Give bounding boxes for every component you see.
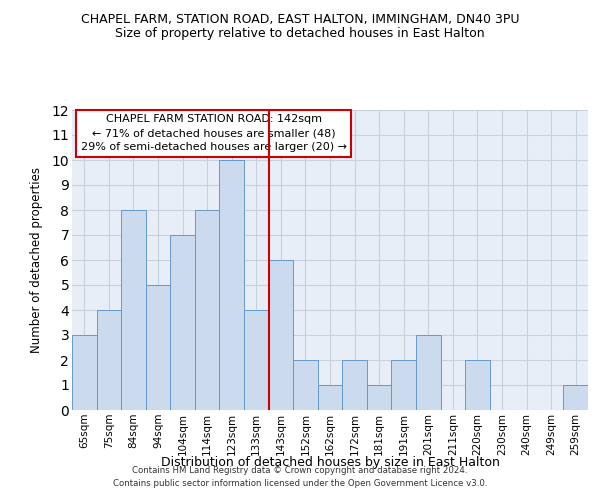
Text: CHAPEL FARM STATION ROAD: 142sqm
← 71% of detached houses are smaller (48)
29% o: CHAPEL FARM STATION ROAD: 142sqm ← 71% o… (81, 114, 347, 152)
Text: Distribution of detached houses by size in East Halton: Distribution of detached houses by size … (161, 456, 499, 469)
Bar (146, 285, 170, 410)
Y-axis label: Number of detached properties: Number of detached properties (30, 167, 43, 353)
Bar (244, 310, 269, 410)
Bar (195, 210, 220, 410)
Bar (293, 360, 318, 410)
Bar (170, 235, 195, 410)
Text: Contains HM Land Registry data © Crown copyright and database right 2024.
Contai: Contains HM Land Registry data © Crown c… (113, 466, 487, 487)
Text: Size of property relative to detached houses in East Halton: Size of property relative to detached ho… (115, 28, 485, 40)
Bar (465, 360, 490, 410)
Bar (318, 385, 342, 410)
Bar (72, 335, 97, 410)
Bar (563, 385, 588, 410)
Bar (121, 210, 146, 410)
Bar (342, 360, 367, 410)
Bar (269, 260, 293, 410)
Bar (97, 310, 121, 410)
Bar (416, 335, 440, 410)
Bar (367, 385, 391, 410)
Bar (220, 160, 244, 410)
Bar (391, 360, 416, 410)
Text: CHAPEL FARM, STATION ROAD, EAST HALTON, IMMINGHAM, DN40 3PU: CHAPEL FARM, STATION ROAD, EAST HALTON, … (81, 12, 519, 26)
